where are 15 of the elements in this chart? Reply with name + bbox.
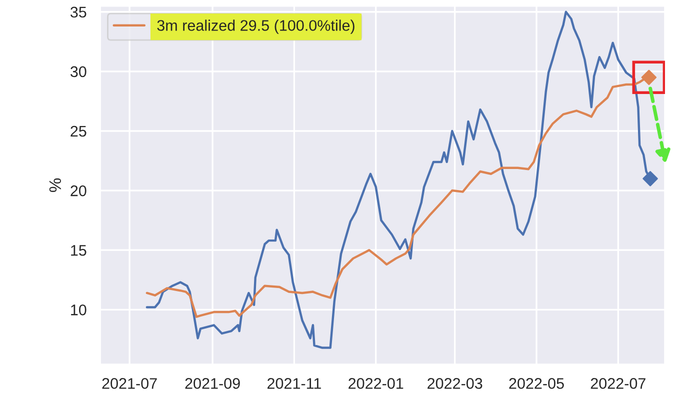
x-tick-label: 2022-01	[348, 378, 404, 389]
legend-label: 3m realized 29.5 (100.0%tile)	[157, 20, 354, 34]
y-tick-label: 20	[70, 185, 86, 196]
x-tick-label: 2022-03	[428, 378, 482, 389]
x-tick-label: 2022-05	[509, 378, 564, 389]
x-tick-label: 2022-07	[590, 378, 646, 389]
y-tick-label: 15	[71, 245, 86, 256]
x-tick-label: 2021-07	[102, 378, 157, 389]
x-tick-label: 2021-11	[268, 378, 321, 389]
x-tick-label: 2021-09	[185, 378, 240, 389]
y-tick-label: 35	[70, 6, 86, 18]
y-tick-label: 30	[70, 66, 86, 78]
y-tick-label: 25	[70, 126, 86, 137]
y-tick-label: 10	[71, 304, 86, 316]
y-axis-title: %	[49, 178, 61, 192]
